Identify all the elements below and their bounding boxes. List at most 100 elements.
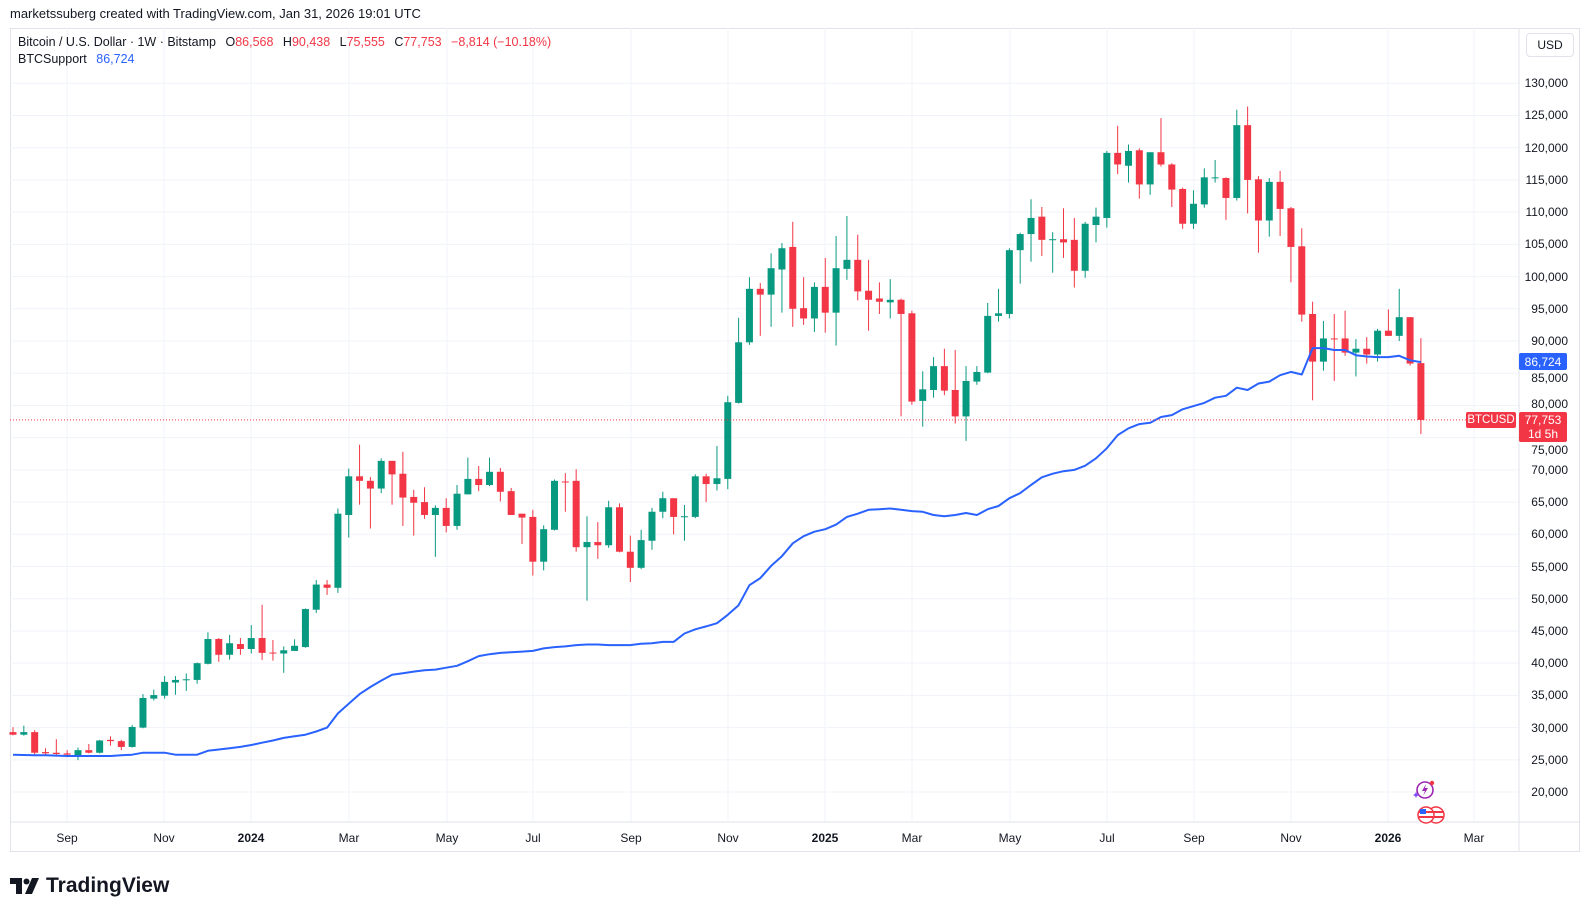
candle-up [345,468,353,538]
candle-down [897,298,905,417]
candle-up [96,739,104,754]
candle-body [551,480,558,530]
candle-down [594,522,602,559]
candle-down [1244,106,1252,214]
candle-body [356,476,364,481]
price-tick-label: 20,000 [1531,785,1568,800]
candle-body [951,389,959,417]
candle-down [85,744,93,754]
candle-body [713,478,721,485]
price-tick-label: 55,000 [1531,559,1568,574]
candle-down [1157,118,1165,167]
candle-up [1124,144,1132,183]
logo-text: TradingView [46,874,170,897]
candle-up [540,525,548,571]
candle-down [1222,177,1230,220]
candle-body [1146,152,1154,185]
price-tick-label: 95,000 [1531,301,1568,316]
candle-down [1330,313,1338,381]
chart-attribution: marketssuberg created with TradingView.c… [10,6,421,21]
time-tick-label: 2025 [811,831,839,845]
economic-events-icon[interactable] [1413,779,1435,801]
candle-up [1092,207,1100,243]
tradingview-logo[interactable]: TradingView [10,874,169,898]
candle-body [1319,338,1327,362]
last-price-value: 77,753 [1524,413,1562,427]
price-tick-label: 100,000 [1524,269,1568,284]
candle-body [1124,150,1132,166]
time-tick-label: Jul [525,831,541,845]
time-tick-label: Nov [1280,831,1302,845]
candle-body [280,650,288,654]
candle-body [85,750,93,753]
candle-body [1092,216,1100,226]
last-price-label: 77,753 1d 5h [1519,412,1567,442]
candle-body [1363,348,1371,355]
candle-up [1233,109,1241,201]
price-tick-label: 85,000 [1531,371,1568,385]
indicator-legend-row[interactable]: BTCSupport 86,724 [18,51,551,68]
candle-down [1179,187,1187,229]
candle-body [832,268,840,313]
candle-body [1395,317,1403,336]
price-tick-label: 75,000 [1531,443,1568,457]
candle-up [1319,321,1327,371]
candle-body [421,502,429,515]
bar-countdown: 1d 5h [1527,427,1559,441]
candle-body [323,584,331,588]
candle-down [507,487,515,515]
price-tick-label: 65,000 [1531,495,1568,510]
candle-body [453,493,461,526]
candle-down [670,498,678,535]
candle-up [334,508,342,593]
candle-body [1016,234,1024,251]
candle-body [529,516,537,562]
candle-body [20,732,28,735]
candle-body [1417,363,1425,420]
price-tick-label: 130,000 [1524,76,1568,91]
candle-up [182,673,190,691]
currency-button[interactable]: USD [1526,33,1574,57]
candle-body [1114,152,1122,165]
candle-down [236,638,244,655]
candle-down [1060,208,1068,258]
candle-body [1005,250,1013,314]
candle-body [1049,239,1057,241]
high-value: 90,438 [291,35,331,49]
candle-down [1168,163,1176,207]
candle-down [442,498,450,533]
candle-up [886,279,894,319]
candle-up [193,662,201,684]
candle-up [486,457,494,486]
candle-up [691,474,699,519]
candle-down [1298,228,1306,322]
candle-body [258,638,266,653]
candle-up [1200,168,1208,208]
time-tick-label: Jul [1099,831,1115,845]
candle-body [128,726,136,747]
candle-up [247,625,255,654]
symbol-legend-row[interactable]: Bitcoin / U.S. Dollar · 1W · Bitstamp O8… [18,34,551,51]
candle-body [930,366,938,390]
indicator-name: BTCSupport [18,52,87,66]
candle-body [1384,330,1392,336]
candle-up [551,479,558,531]
candle-down [1135,148,1143,199]
candle-body [388,460,396,475]
candle-body [962,380,970,417]
price-tick-label: 50,000 [1531,591,1568,606]
candle-body [854,259,862,292]
candle-up [171,676,179,695]
price-tick-label: 45,000 [1531,623,1568,638]
candle-up [20,725,28,736]
price-tick-label: 80,000 [1531,397,1568,411]
candle-up [128,725,136,748]
candle-up [680,504,688,541]
price-tick-label: 25,000 [1531,752,1568,767]
candle-down [1363,337,1371,364]
open-value: 86,568 [235,35,274,49]
us-flag-events-icon[interactable] [1416,806,1446,824]
candle-down [106,736,114,746]
candle-up [226,634,234,660]
